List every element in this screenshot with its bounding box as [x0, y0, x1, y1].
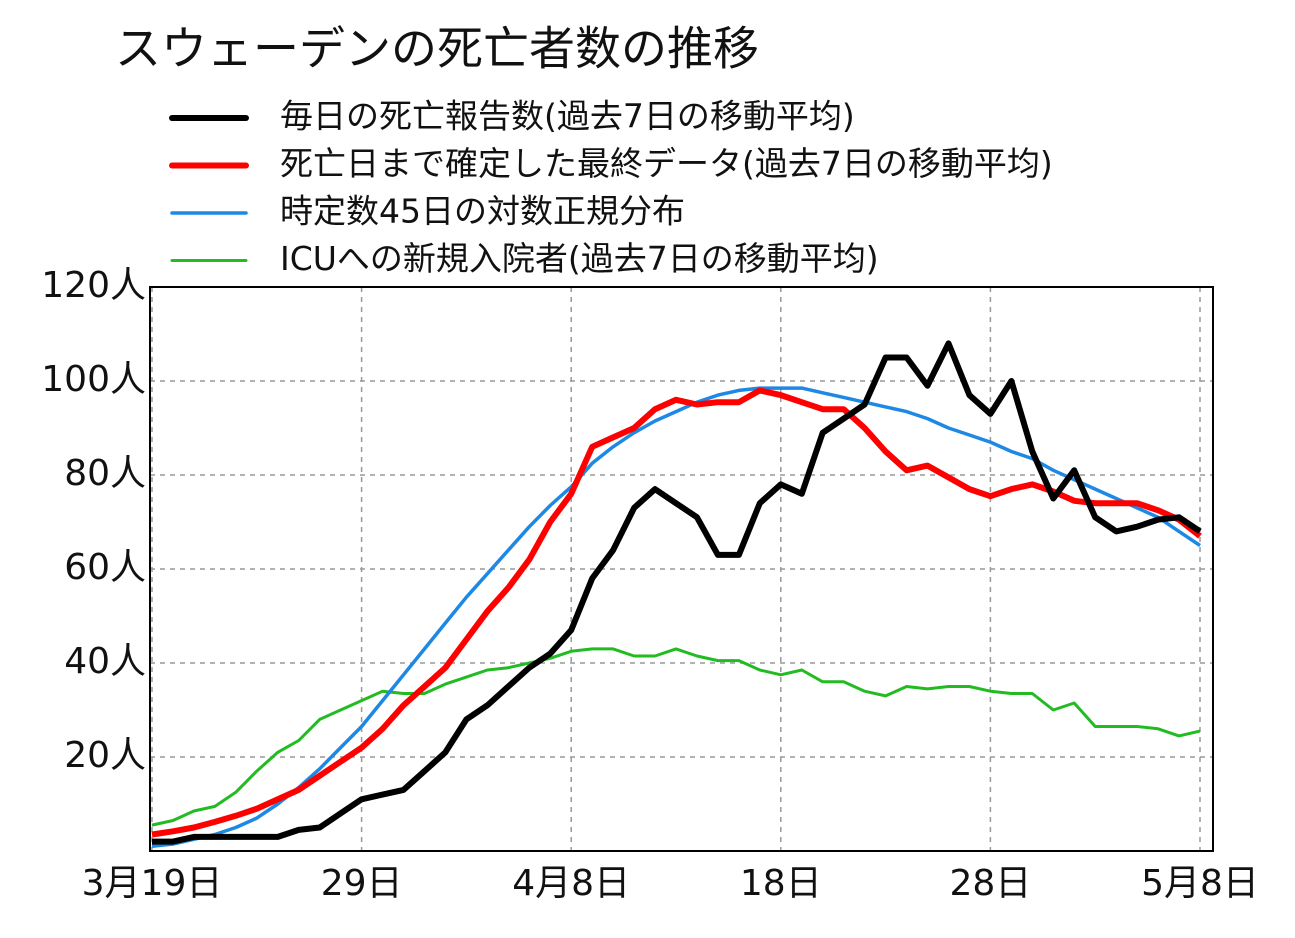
plot-frame	[149, 286, 1214, 852]
y-tick-label: 60人	[64, 547, 146, 588]
legend-label: ICUへの新規入院者(過去7日の移動平均)	[280, 239, 879, 278]
y-tick-label: 20人	[64, 735, 146, 776]
y-tick-label: 100人	[41, 359, 146, 400]
legend: 毎日の死亡報告数(過去7日の移動平均) 死亡日まで確定した最終データ(過去7日の移…	[169, 97, 1053, 278]
x-tick-label: 18日	[740, 863, 822, 904]
x-tick-label: 3月19日	[82, 863, 223, 904]
x-tick-label: 4月8日	[512, 863, 630, 904]
y-tick-label: 40人	[64, 641, 146, 682]
y-tick-label: 120人	[41, 265, 146, 306]
x-tick-label: 29日	[321, 863, 403, 904]
series-line	[151, 387, 1202, 838]
x-tick-label: 5月8日	[1141, 863, 1259, 904]
plot-area: 20人 40人 60人 80人 100人 120人 3月19日 29日 4月8日 18日 28日 5月…	[41, 265, 1259, 904]
series-line	[151, 386, 1201, 849]
x-tick-label: 28日	[949, 863, 1031, 904]
y-tick-label: 80人	[64, 453, 146, 494]
legend-label: 時定数45日の対数正規分布	[280, 192, 685, 231]
series-line	[151, 647, 1201, 827]
legend-label: 死亡日まで確定した最終データ(過去7日の移動平均)	[280, 144, 1053, 183]
chart-title: スウェーデンの死亡者数の推移	[115, 22, 759, 76]
legend-label: 毎日の死亡報告数(過去7日の移動平均)	[280, 97, 855, 136]
series-line	[152, 340, 1202, 845]
